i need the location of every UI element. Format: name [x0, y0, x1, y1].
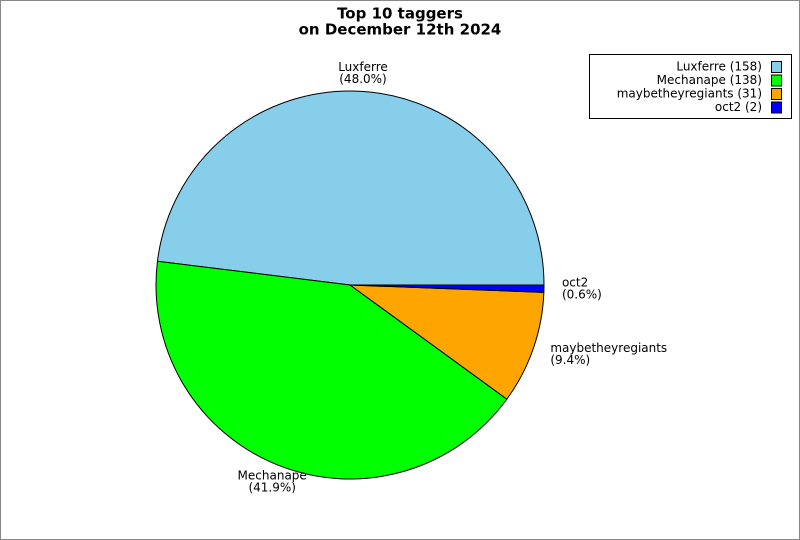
slice-value-label: (41.9%)	[248, 481, 295, 495]
slice-label: maybetheyregiants	[550, 341, 667, 355]
slice-value-label: (48.0%)	[339, 72, 386, 86]
legend-swatch	[771, 61, 782, 73]
pie-slice	[155, 260, 508, 480]
legend-label: Mechanape (138)	[657, 73, 762, 87]
legend-label: oct2 (2)	[715, 100, 762, 114]
chart-title: Top 10 taggers	[337, 5, 463, 23]
pie-slice	[156, 90, 545, 286]
legend-label: Luxferre (158)	[676, 60, 762, 74]
slice-label: Mechanape	[238, 469, 307, 483]
pie-slice	[349, 284, 545, 293]
legend-box	[589, 54, 792, 119]
slice-value-label: (9.4%)	[550, 353, 590, 367]
slice-value-label: (0.6%)	[562, 287, 602, 301]
slice-label: oct2	[562, 275, 588, 289]
legend-swatch	[771, 74, 782, 87]
chart-subtitle: on December 12th 2024	[299, 21, 502, 39]
legend-swatch	[771, 88, 782, 100]
slice-label: Luxferre	[338, 60, 388, 74]
pie-slice	[348, 284, 545, 400]
legend-swatch	[771, 101, 782, 114]
legend-label: maybetheyregiants (31)	[617, 87, 762, 101]
